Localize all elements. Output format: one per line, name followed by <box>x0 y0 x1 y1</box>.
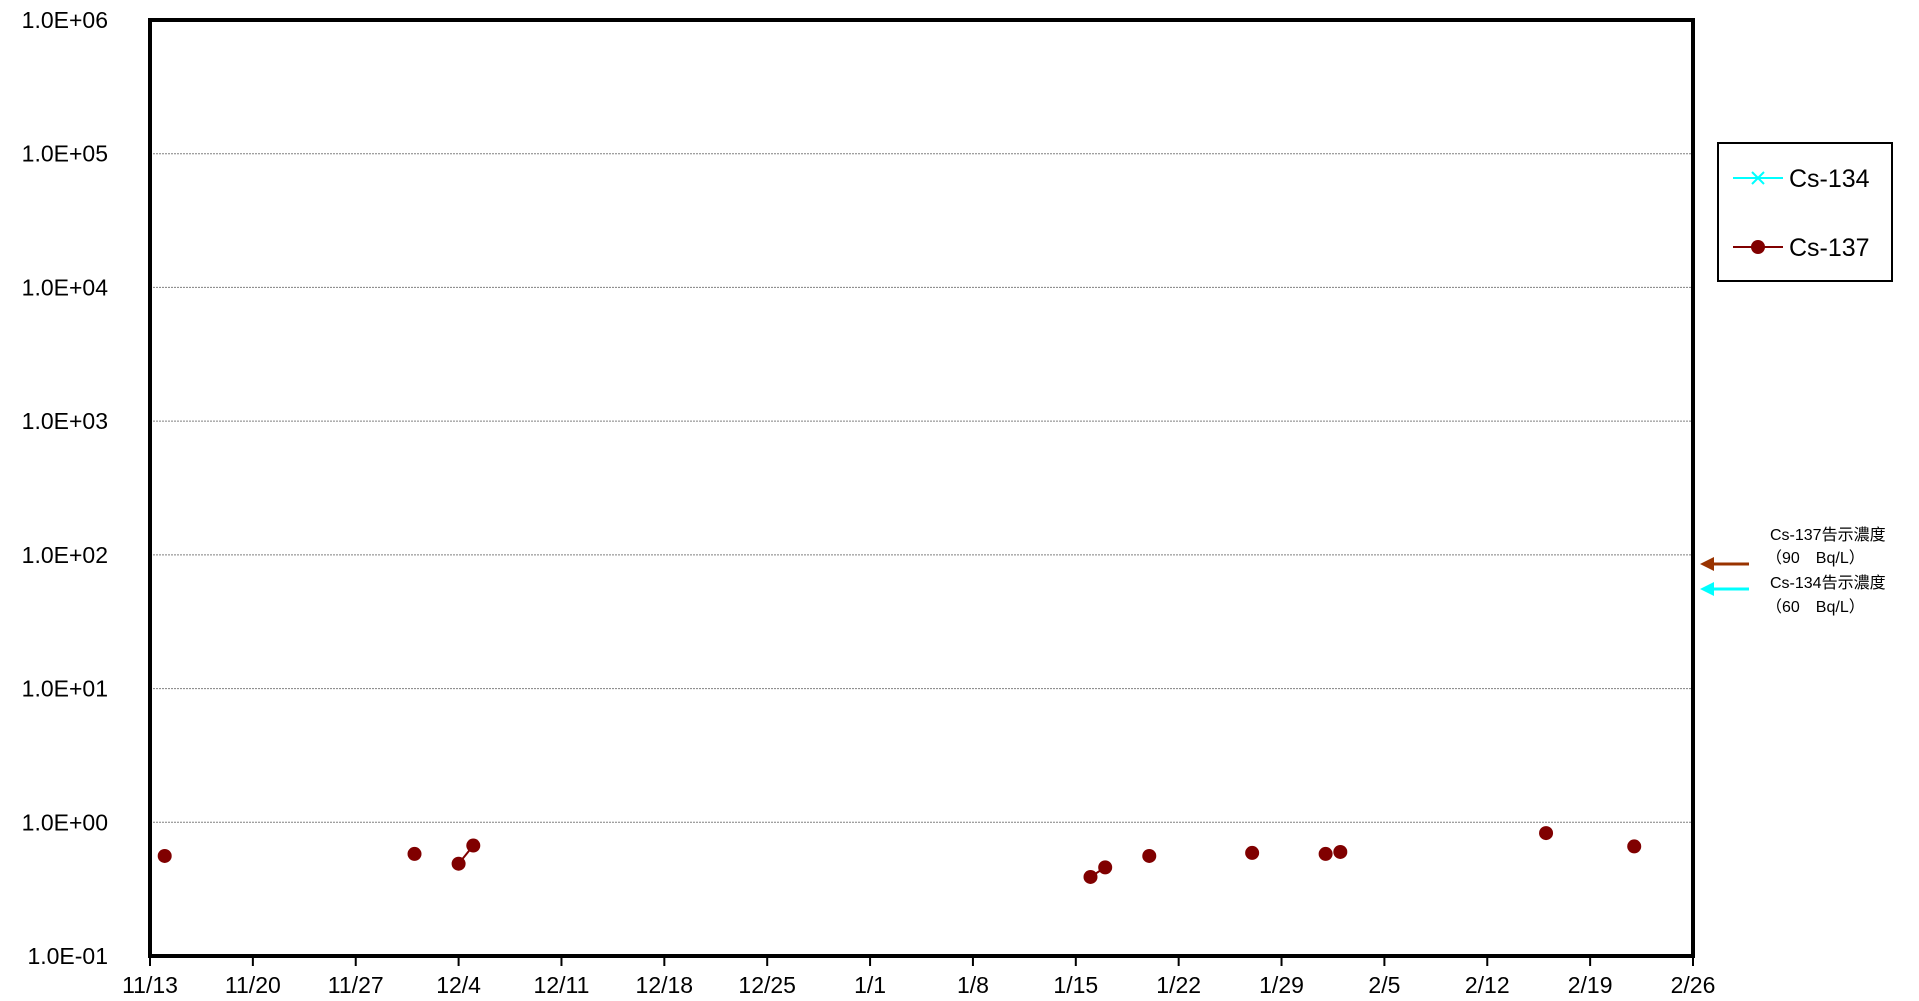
plot-frame <box>148 18 1695 958</box>
plot-background <box>150 20 1693 956</box>
ref-cs134: Cs-134告示濃度 （60 Bq/L） <box>1700 574 1886 616</box>
data-point <box>1245 845 1260 860</box>
x-tick-label: 1/8 <box>957 972 989 998</box>
legend: Cs-134 Cs-137 <box>1717 142 1893 282</box>
data-point <box>1333 844 1348 859</box>
gridlines <box>150 153 1693 823</box>
x-tick-label: 12/11 <box>534 972 590 998</box>
data-point <box>451 856 466 871</box>
series-layer <box>157 826 1642 884</box>
y-tick-label: 1.0E+01 <box>22 676 108 702</box>
ref-cs137-arrow-head <box>1700 557 1714 571</box>
legend-swatch-cs137-marker <box>1751 240 1765 254</box>
ref-cs134-label-line1: Cs-134告示濃度 <box>1770 574 1886 592</box>
legend-label-cs137: Cs-137 <box>1789 234 1870 262</box>
x-tick-label: 1/15 <box>1053 972 1098 998</box>
y-axis-labels: 1.0E-01 1.0E+00 1.0E+01 1.0E+02 1.0E+03 1.0E+… <box>22 7 109 969</box>
data-point <box>466 838 481 853</box>
legend-item-cs134: Cs-134 <box>1733 165 1870 193</box>
data-point <box>1098 860 1113 875</box>
ref-cs137-label-line2: （90 Bq/L） <box>1766 549 1865 567</box>
x-tick-label: 2/19 <box>1568 972 1613 998</box>
x-tick-label: 2/5 <box>1368 972 1400 998</box>
x-tick-label: 2/26 <box>1671 972 1716 998</box>
ref-cs134-arrow-head <box>1700 582 1714 596</box>
y-tick-label: 1.0E-01 <box>27 943 108 969</box>
legend-item-cs137: Cs-137 <box>1733 234 1870 262</box>
y-tick-label: 1.0E+06 <box>22 7 108 33</box>
legend-label-cs134: Cs-134 <box>1789 165 1870 193</box>
y-tick-label: 1.0E+03 <box>22 408 108 434</box>
x-tick-label: 12/25 <box>738 972 796 998</box>
x-tick-label: 11/27 <box>328 972 384 998</box>
x-tick-label: 12/4 <box>436 972 481 998</box>
ref-cs137-label-line1: Cs-137告示濃度 <box>1770 526 1886 544</box>
legend-swatch-cs134-marker <box>1751 171 1765 185</box>
x-tick-label: 12/18 <box>636 972 694 998</box>
data-point <box>1318 846 1333 861</box>
x-tick-label: 1/29 <box>1259 972 1304 998</box>
data-point <box>407 846 422 861</box>
y-tick-label: 1.0E+04 <box>22 274 109 300</box>
x-tick-label: 11/13 <box>122 972 178 998</box>
x-tick-label: 1/22 <box>1156 972 1201 998</box>
y-tick-label: 1.0E+00 <box>22 809 108 835</box>
legend-box <box>1717 142 1893 282</box>
ref-cs137: Cs-137告示濃度 （90 Bq/L） <box>1700 526 1886 571</box>
x-tick-label: 2/12 <box>1465 972 1510 998</box>
y-tick-label: 1.0E+05 <box>22 141 108 167</box>
ref-cs134-label-line2: （60 Bq/L） <box>1766 598 1865 616</box>
x-tick-label: 1/1 <box>854 972 886 998</box>
x-axis-labels: 11/13 11/20 11/27 12/4 12/11 12/18 12/25 1/1 1/8… <box>122 972 1715 998</box>
data-point <box>1083 869 1098 884</box>
data-point <box>1539 826 1554 841</box>
data-point <box>157 848 172 863</box>
data-point <box>1142 848 1157 863</box>
x-tick-label: 11/20 <box>225 972 281 998</box>
reference-annotations: Cs-137告示濃度 （90 Bq/L） Cs-134告示濃度 （60 Bq/L… <box>1700 526 1886 616</box>
data-point <box>1627 839 1642 854</box>
y-tick-label: 1.0E+02 <box>22 542 108 568</box>
